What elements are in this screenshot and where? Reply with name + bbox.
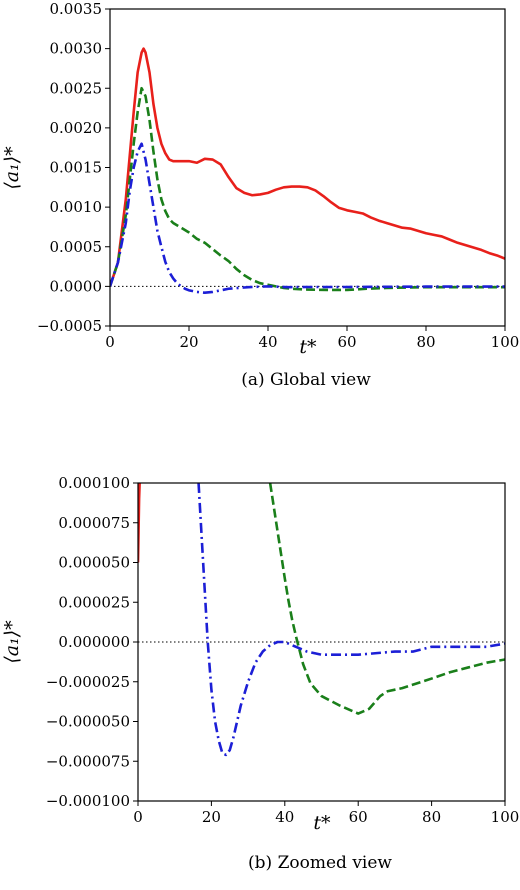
panel-b: 0 20 40 60 80 100 −0.000100 −0.000075 −0.000050… [1, 474, 519, 873]
panel-a-y-tick-label: 0.0010 [50, 198, 103, 216]
panel-a-y-tick-label: 0.0000 [50, 277, 103, 295]
panel-a-y-tick-label: 0.0020 [50, 119, 103, 137]
panel-b-xlabel: t* [313, 812, 331, 834]
panel-a-x-tick-label: 40 [258, 333, 277, 351]
panel-b-series-line-2 [197, 483, 505, 757]
panel-a-xlabel: t* [299, 336, 317, 358]
panel-b-y-tick-label: 0.000075 [58, 514, 130, 532]
panel-a-series-line-0 [110, 47, 505, 287]
panel-b-y-tick-label: 0.000050 [58, 554, 130, 572]
panel-a-x-tick-label: 20 [179, 333, 198, 351]
panel-a-ylabel: ⟨a₁⟩* [1, 146, 23, 190]
panel-b-y-tick-label: 0.000100 [58, 474, 130, 492]
panel-a-series-line-2 [110, 142, 505, 295]
panel-a-x-tick-label: 0 [105, 333, 115, 351]
panel-b-series [138, 483, 505, 757]
panel-a-series-line-1 [110, 86, 505, 292]
panel-b-y-tick-label: 0.000025 [58, 593, 130, 611]
panel-a-y-tick-label: −0.0005 [37, 317, 102, 335]
panel-b-y-tick-label: −0.000100 [46, 792, 130, 810]
panel-b-y-tick-label: −0.000075 [46, 752, 130, 770]
panel-a-frame [109, 8, 506, 327]
panel-b-frame [137, 482, 506, 802]
panel-b-x-ticks: 0 20 40 60 80 100 [133, 801, 519, 826]
panel-a-y-tick-label: 0.0005 [50, 238, 103, 256]
panel-a-y-tick-label: 0.0035 [50, 0, 103, 18]
panel-b-y-ticks: −0.000100 −0.000075 −0.000050 −0.000025 0.00… [46, 474, 138, 810]
panel-b-caption: (b) Zoomed view [248, 853, 392, 873]
panel-b-ylabel: ⟨a₁⟩* [1, 620, 23, 664]
panel-b-x-tick-label: 60 [349, 808, 368, 826]
panel-b-x-tick-label: 40 [275, 808, 294, 826]
panel-b-y-tick-label: 0.000000 [58, 633, 130, 651]
panel-b-x-tick-label: 100 [491, 808, 520, 826]
panel-a-y-tick-label: 0.0015 [50, 159, 103, 177]
panel-b-series-line-1 [268, 483, 505, 715]
panel-a-y-ticks: −0.0005 0.0000 0.0005 0.0010 0.0015 0.0020 0.0… [37, 0, 110, 335]
panel-b-x-tick-label: 80 [422, 808, 441, 826]
panel-b-y-tick-label: −0.000050 [46, 713, 130, 731]
panel-b-x-tick-label: 0 [133, 808, 143, 826]
panel-a-x-tick-label: 100 [491, 333, 520, 351]
panel-a-y-tick-label: 0.0025 [50, 79, 103, 97]
panel-b-y-tick-label: −0.000025 [46, 673, 130, 691]
panel-a-y-tick-label: 0.0030 [50, 40, 103, 58]
panel-b-x-tick-label: 20 [202, 808, 221, 826]
panel-a: 0 20 40 60 80 100 −0.0005 0.0000 0.0005 0.0010 0.… [1, 0, 519, 390]
panel-a-x-tick-label: 80 [416, 333, 435, 351]
panel-a-x-tick-label: 60 [337, 333, 356, 351]
panel-a-series [110, 47, 505, 295]
panel-a-x-ticks: 0 20 40 60 80 100 [105, 326, 519, 351]
panel-a-caption: (a) Global view [241, 370, 371, 390]
